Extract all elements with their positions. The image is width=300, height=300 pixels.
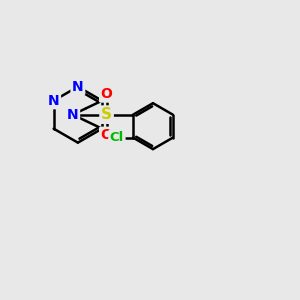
Text: N: N [48, 94, 59, 108]
Text: O: O [100, 128, 112, 142]
Text: N: N [72, 80, 84, 94]
Text: O: O [100, 87, 112, 101]
Text: Cl: Cl [110, 131, 124, 144]
Text: S: S [101, 107, 112, 122]
Text: N: N [67, 108, 79, 122]
